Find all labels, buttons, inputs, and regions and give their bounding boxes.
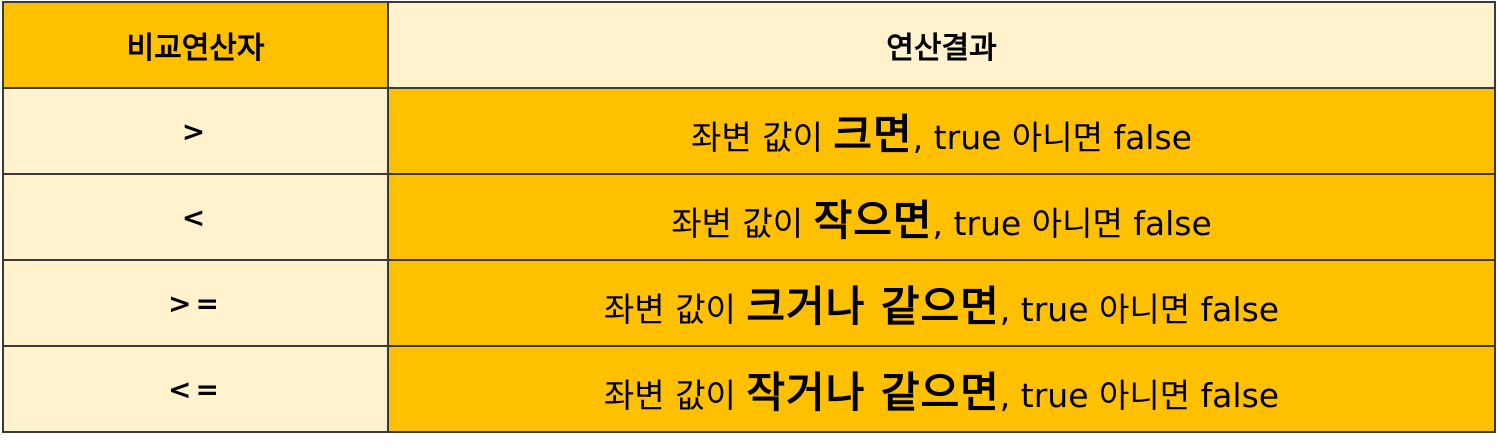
table-row: > 좌변 값이 크면, true 아니면 false: [2, 87, 1496, 175]
result-prefix: 좌변 값이: [603, 289, 747, 329]
result-emphasis: 작으면: [813, 195, 933, 245]
result-cell: 좌변 값이 작거나 같으면, true 아니면 false: [387, 345, 1496, 433]
table-row: < 좌변 값이 작으면, true 아니면 false: [2, 173, 1496, 261]
result-cell: 좌변 값이 크면, true 아니면 false: [387, 87, 1496, 175]
header-result: 연산결과: [387, 1, 1496, 89]
result-cell: 좌변 값이 작으면, true 아니면 false: [387, 173, 1496, 261]
result-prefix: 좌변 값이: [691, 117, 834, 157]
header-operator: 비교연산자: [2, 1, 389, 89]
operator-cell: >=: [2, 259, 389, 347]
result-emphasis: 크거나 같으면: [746, 281, 1000, 331]
comparison-operator-table: 비교연산자 연산결과 > 좌변 값이 크면, true 아니면 false < …: [2, 1, 1496, 433]
operator-cell: <: [2, 173, 389, 261]
header-row: 비교연산자 연산결과: [2, 1, 1496, 89]
result-prefix: 좌변 값이: [671, 203, 814, 243]
table-row: <= 좌변 값이 작거나 같으면, true 아니면 false: [2, 345, 1496, 433]
result-cell: 좌변 값이 크거나 같으면, true 아니면 false: [387, 259, 1496, 347]
result-suffix: , true 아니면 false: [999, 375, 1280, 415]
result-prefix: 좌변 값이: [603, 375, 747, 415]
result-suffix: , true 아니면 false: [932, 203, 1212, 243]
result-suffix: , true 아니면 false: [912, 117, 1192, 157]
result-emphasis: 작거나 같으면: [746, 367, 1000, 417]
table-row: >= 좌변 값이 크거나 같으면, true 아니면 false: [2, 259, 1496, 347]
result-emphasis: 크면: [833, 109, 913, 159]
operator-cell: >: [2, 87, 389, 175]
operator-cell: <=: [2, 345, 389, 433]
result-suffix: , true 아니면 false: [999, 289, 1280, 329]
